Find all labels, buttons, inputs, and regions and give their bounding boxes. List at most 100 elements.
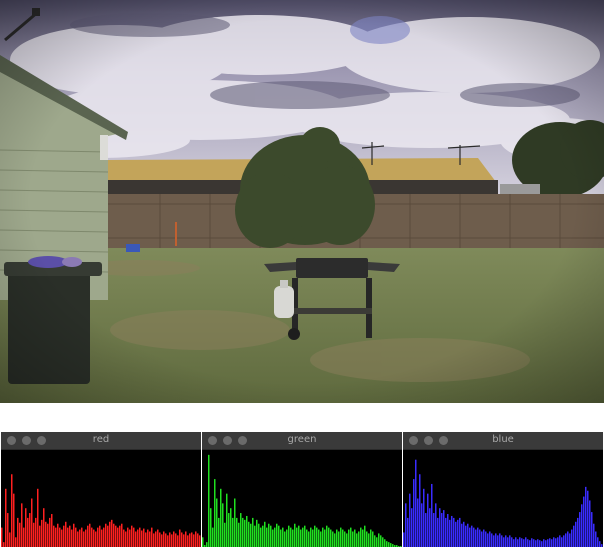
histogram-bar	[495, 533, 497, 547]
histogram-bar	[282, 527, 284, 547]
histogram-bar	[173, 531, 175, 547]
histogram-bar	[274, 527, 276, 547]
histogram-bar	[527, 539, 529, 547]
histogram-bar	[423, 488, 425, 547]
histogram-bar	[547, 539, 549, 547]
histogram-bar	[435, 503, 437, 547]
histogram-bar	[242, 517, 244, 547]
histogram-bar	[236, 517, 238, 547]
histogram-bar	[187, 535, 189, 547]
histogram-bar	[67, 527, 69, 547]
histogram-bar	[515, 537, 517, 547]
histogram-bar	[246, 515, 248, 547]
histogram-bar	[244, 519, 246, 547]
histogram-bar	[117, 527, 119, 547]
histogram-bar	[501, 535, 503, 547]
window-titlebar[interactable]: green	[202, 432, 402, 450]
histogram-bar	[71, 529, 73, 547]
histogram-bar	[457, 519, 459, 547]
window-titlebar[interactable]: blue	[403, 432, 603, 450]
histogram-bar	[181, 532, 183, 547]
close-button[interactable]	[409, 436, 418, 445]
histogram-window-green: green	[202, 432, 402, 547]
histogram-bar	[509, 535, 511, 547]
histogram-bar	[493, 535, 495, 547]
histogram-bar	[11, 474, 13, 547]
histogram-bar	[308, 531, 310, 547]
histogram-bar	[260, 527, 262, 547]
histogram-bar	[258, 523, 260, 547]
histogram-bar	[252, 517, 254, 547]
histogram-bar	[61, 529, 63, 547]
histogram-bar	[151, 527, 153, 547]
histogram-bar	[195, 531, 197, 547]
histogram-bar	[47, 523, 49, 547]
window-titlebar[interactable]: red	[1, 432, 201, 450]
histogram-bar	[5, 488, 7, 547]
histogram-bar	[276, 523, 278, 547]
histogram-bar	[206, 542, 208, 547]
histogram-bar	[93, 529, 95, 547]
histogram-bar	[390, 543, 392, 547]
photo-preview	[0, 0, 604, 403]
histogram-bar	[581, 504, 583, 547]
histogram-bar	[340, 527, 342, 547]
histogram-bar	[268, 523, 270, 547]
minimize-button[interactable]	[424, 436, 433, 445]
histogram-bar	[370, 529, 372, 547]
histogram-bar	[437, 517, 439, 547]
histogram-bar	[189, 533, 191, 547]
histogram-bar	[262, 525, 264, 547]
histogram-bar	[103, 527, 105, 547]
histogram-bar	[256, 519, 258, 547]
histogram-bar	[499, 533, 501, 547]
histogram-bar	[49, 517, 51, 547]
histogram-bar	[449, 519, 451, 547]
histogram-bar	[266, 527, 268, 547]
histogram-bar	[342, 529, 344, 547]
histogram-bar	[302, 527, 304, 547]
histogram-bar	[489, 531, 491, 547]
histogram-bar	[497, 535, 499, 547]
zoom-button[interactable]	[439, 436, 448, 445]
histogram-bar	[539, 540, 541, 547]
minimize-button[interactable]	[22, 436, 31, 445]
histogram-bar	[551, 539, 553, 547]
histogram-bar	[202, 537, 204, 547]
histogram-bar	[155, 531, 157, 547]
close-button[interactable]	[208, 436, 217, 445]
histogram-bar	[17, 517, 19, 547]
histogram-bar	[51, 514, 53, 547]
histogram-bar	[65, 521, 67, 547]
histogram-bar	[183, 534, 185, 547]
histogram-bar	[214, 479, 216, 547]
histogram-bar	[559, 535, 561, 547]
histogram-bar	[222, 503, 224, 547]
histogram-bar	[541, 541, 543, 547]
histogram-bar	[216, 498, 218, 547]
histogram-bar	[294, 523, 296, 547]
histogram-bar	[555, 538, 557, 547]
histogram-bar	[33, 522, 35, 547]
histogram-bar	[517, 539, 519, 547]
histogram-bar	[101, 529, 103, 547]
minimize-button[interactable]	[223, 436, 232, 445]
histogram-bar	[481, 531, 483, 547]
histogram-bar	[3, 542, 5, 547]
zoom-button[interactable]	[37, 436, 46, 445]
histogram-bar	[421, 503, 423, 547]
histogram-bar	[425, 513, 427, 547]
histogram-bar	[362, 529, 364, 547]
histogram-bar	[332, 531, 334, 547]
close-button[interactable]	[7, 436, 16, 445]
zoom-button[interactable]	[238, 436, 247, 445]
histogram-bar	[557, 537, 559, 547]
histogram-bar	[451, 515, 453, 547]
histogram-bar	[1, 527, 3, 547]
histogram-bar	[535, 540, 537, 547]
histogram-bar	[53, 525, 55, 547]
histogram-bar	[316, 527, 318, 547]
histogram-bar	[310, 527, 312, 547]
histogram-bar	[431, 483, 433, 547]
histogram-bar	[240, 513, 242, 547]
